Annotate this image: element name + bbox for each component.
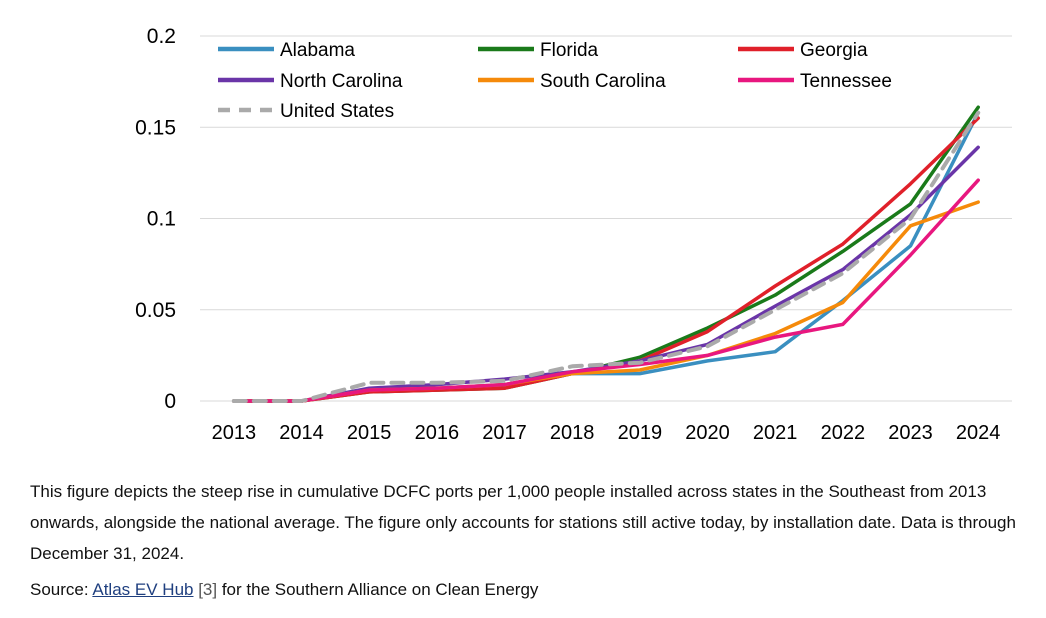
grid-lines: [200, 35, 1012, 402]
series-line-united-states: [231, 110, 981, 403]
x-tick-label: 2024: [956, 422, 1001, 444]
series-line-tennessee: [232, 178, 980, 403]
y-axis-ticks: 0 0.05 0.1 0.15 0.2: [135, 25, 176, 413]
y-tick-label: 0.1: [147, 208, 176, 231]
x-tick-label: 2017: [482, 422, 527, 444]
x-tick-label: 2013: [212, 422, 257, 444]
line-chart: 0 0.05 0.1 0.15 0.2 2013 2014 2015 2016 2017 2018…: [135, 25, 1012, 444]
x-tick-label: 2021: [753, 422, 798, 444]
y-tick-label: 0.15: [135, 116, 176, 139]
series-lines: [231, 105, 981, 403]
y-tick-label: 0.2: [147, 25, 176, 48]
source-suffix: for the Southern Alliance on Clean Energ…: [217, 580, 539, 599]
legend-label: Florida: [540, 40, 599, 61]
chart-area: 0 0.05 0.1 0.15 0.2 2013 2014 2015 2016 2017 2018…: [135, 25, 1012, 444]
legend-label: South Carolina: [540, 71, 666, 92]
y-tick-label: 0: [164, 390, 176, 413]
legend-label: North Carolina: [280, 71, 403, 92]
x-tick-label: 2020: [685, 422, 730, 444]
legend: Alabama Florida Georgia North Carolina South…: [218, 40, 892, 122]
x-tick-label: 2014: [279, 422, 324, 444]
figure-caption: This figure depicts the steep rise in cu…: [30, 482, 1016, 563]
x-tick-label: 2016: [415, 422, 460, 444]
series-line-georgia: [232, 116, 980, 403]
x-tick-label: 2022: [821, 422, 866, 444]
legend-label: Georgia: [800, 40, 868, 61]
source-reference: [3]: [193, 580, 218, 599]
x-axis-ticks: 2013 2014 2015 2016 2017 2018 2019 2020 2021 2022…: [212, 422, 1001, 444]
source-prefix: Source:: [30, 580, 93, 599]
legend-label: United States: [280, 101, 394, 122]
x-tick-label: 2023: [888, 422, 933, 444]
series-line-alabama: [232, 110, 980, 403]
source-link[interactable]: Atlas EV Hub: [92, 580, 194, 599]
x-tick-label: 2018: [550, 422, 595, 444]
x-tick-label: 2015: [347, 422, 392, 444]
legend-label: Tennessee: [800, 71, 892, 92]
x-tick-label: 2019: [618, 422, 663, 444]
source-line: Source: Atlas EV Hub [3] for the Souther…: [30, 580, 538, 600]
y-tick-label: 0.05: [135, 299, 176, 322]
legend-label: Alabama: [280, 40, 355, 61]
